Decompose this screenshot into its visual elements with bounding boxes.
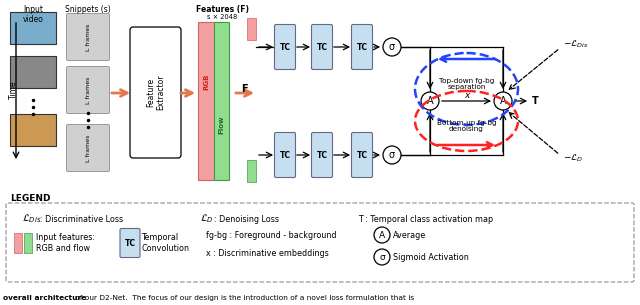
Text: Input features:
RGB and flow: Input features: RGB and flow xyxy=(36,233,95,253)
FancyBboxPatch shape xyxy=(6,203,634,282)
Text: Feature
Extractor: Feature Extractor xyxy=(146,75,165,110)
Text: T: T xyxy=(532,96,539,106)
Text: $\mathcal{L}_{D}$: $\mathcal{L}_{D}$ xyxy=(200,213,214,225)
FancyBboxPatch shape xyxy=(275,132,296,178)
Text: Input
video: Input video xyxy=(22,5,44,24)
Text: TC: TC xyxy=(356,150,367,160)
FancyBboxPatch shape xyxy=(275,24,296,70)
Text: A: A xyxy=(500,96,506,106)
FancyBboxPatch shape xyxy=(247,18,256,40)
Text: x: x xyxy=(464,92,469,101)
Circle shape xyxy=(494,92,512,110)
Text: Temporal
Convolution: Temporal Convolution xyxy=(141,233,189,253)
FancyBboxPatch shape xyxy=(10,12,56,44)
Text: overall architecture: overall architecture xyxy=(3,295,86,301)
Text: x : Discriminative embeddings: x : Discriminative embeddings xyxy=(206,249,329,257)
Circle shape xyxy=(374,249,390,265)
Text: TC: TC xyxy=(125,239,136,247)
Text: A: A xyxy=(427,96,433,106)
Text: Flow: Flow xyxy=(218,116,225,134)
Text: TC: TC xyxy=(317,150,328,160)
Text: σ: σ xyxy=(389,150,395,160)
Text: A: A xyxy=(379,231,385,239)
FancyBboxPatch shape xyxy=(247,160,256,182)
Text: Features (F): Features (F) xyxy=(195,5,248,14)
Text: L frames: L frames xyxy=(86,134,90,162)
Text: TC: TC xyxy=(280,42,291,52)
Text: σ: σ xyxy=(379,253,385,261)
Text: F: F xyxy=(241,84,247,94)
Circle shape xyxy=(374,227,390,243)
FancyBboxPatch shape xyxy=(312,132,333,178)
Text: $-\mathcal{L}_{Dis}$: $-\mathcal{L}_{Dis}$ xyxy=(563,38,589,50)
Circle shape xyxy=(421,92,439,110)
FancyBboxPatch shape xyxy=(351,24,372,70)
Text: : Discriminative Loss: : Discriminative Loss xyxy=(40,214,123,224)
Text: s × 2048: s × 2048 xyxy=(207,14,237,20)
Text: $-\mathcal{L}_{D}$: $-\mathcal{L}_{D}$ xyxy=(563,152,584,164)
Text: fg-bg : Foreground - background: fg-bg : Foreground - background xyxy=(206,231,337,239)
FancyBboxPatch shape xyxy=(214,22,229,180)
FancyBboxPatch shape xyxy=(198,22,214,180)
FancyBboxPatch shape xyxy=(67,124,109,171)
Circle shape xyxy=(383,146,401,164)
FancyBboxPatch shape xyxy=(24,233,32,253)
FancyBboxPatch shape xyxy=(351,132,372,178)
Text: Snippets (s): Snippets (s) xyxy=(65,5,111,14)
Text: TC: TC xyxy=(356,42,367,52)
FancyBboxPatch shape xyxy=(14,233,22,253)
Text: Top-down fg-bg
separation: Top-down fg-bg separation xyxy=(439,77,494,91)
Text: Sigmoid Activation: Sigmoid Activation xyxy=(393,253,468,261)
Text: T : Temporal class activation map: T : Temporal class activation map xyxy=(358,214,493,224)
Text: L frames: L frames xyxy=(86,76,90,104)
Circle shape xyxy=(383,38,401,56)
FancyBboxPatch shape xyxy=(120,228,140,257)
Text: RGB: RGB xyxy=(203,74,209,90)
FancyBboxPatch shape xyxy=(10,56,56,88)
Text: TC: TC xyxy=(280,150,291,160)
Text: TC: TC xyxy=(317,42,328,52)
Text: L frames: L frames xyxy=(86,23,90,51)
FancyBboxPatch shape xyxy=(67,13,109,60)
Text: σ: σ xyxy=(389,42,395,52)
Text: $\mathcal{L}_{Dis}$: $\mathcal{L}_{Dis}$ xyxy=(22,213,42,225)
FancyBboxPatch shape xyxy=(312,24,333,70)
Text: Bottom-up fg-bg
denoising: Bottom-up fg-bg denoising xyxy=(436,120,496,132)
Text: Average: Average xyxy=(393,231,426,239)
Text: Time: Time xyxy=(8,81,17,99)
Text: of our D2-Net.  The focus of our design is the introduction of a novel loss form: of our D2-Net. The focus of our design i… xyxy=(73,295,414,301)
Text: LEGEND: LEGEND xyxy=(10,194,51,203)
FancyBboxPatch shape xyxy=(10,114,56,146)
FancyBboxPatch shape xyxy=(130,27,181,158)
Text: : Denoising Loss: : Denoising Loss xyxy=(214,214,279,224)
FancyBboxPatch shape xyxy=(67,66,109,113)
